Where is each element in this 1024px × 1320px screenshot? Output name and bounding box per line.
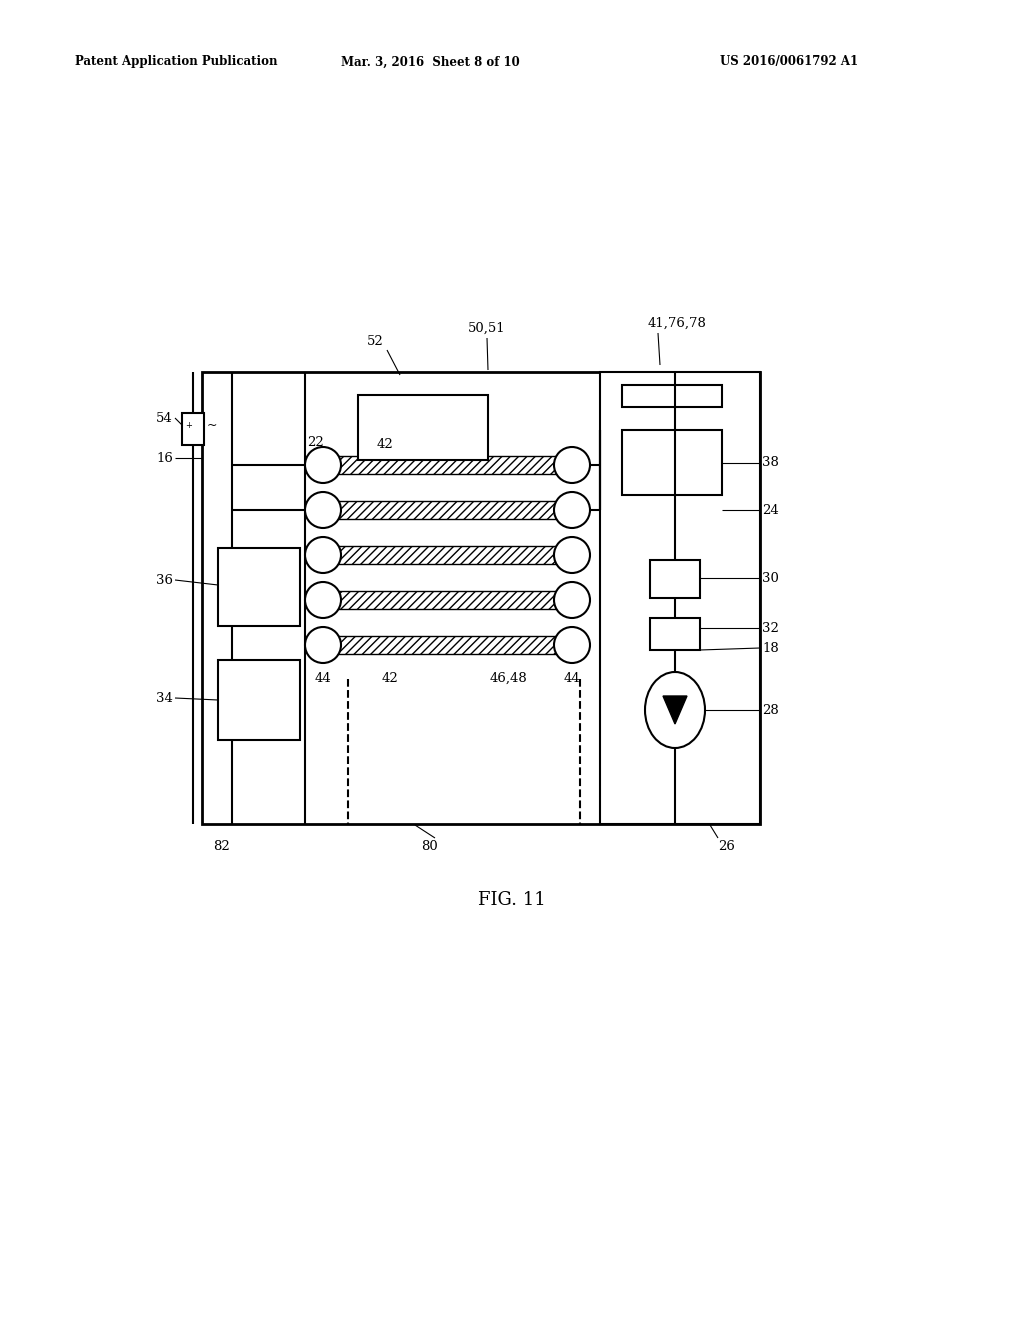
Ellipse shape	[645, 672, 705, 748]
Text: Patent Application Publication: Patent Application Publication	[75, 55, 278, 69]
Text: 80: 80	[422, 840, 438, 853]
Bar	[218, 548, 300, 626]
Circle shape	[554, 447, 590, 483]
Text: Mar. 3, 2016  Sheet 8 of 10: Mar. 3, 2016 Sheet 8 of 10	[341, 55, 519, 69]
Text: 52: 52	[367, 335, 383, 348]
Bar	[323, 502, 572, 519]
Text: FIG. 11: FIG. 11	[478, 891, 546, 909]
Text: 24: 24	[762, 503, 778, 516]
Text: 44: 44	[563, 672, 581, 685]
Text: 16: 16	[156, 451, 173, 465]
Bar	[358, 395, 488, 459]
Circle shape	[554, 582, 590, 618]
Text: 36: 36	[156, 573, 173, 586]
Bar	[323, 636, 572, 653]
Text: 42: 42	[382, 672, 398, 685]
Circle shape	[305, 582, 341, 618]
Bar	[600, 372, 760, 824]
Circle shape	[305, 492, 341, 528]
Circle shape	[305, 627, 341, 663]
Text: 46,48: 46,48	[489, 672, 527, 685]
Circle shape	[554, 627, 590, 663]
Bar	[650, 560, 700, 598]
Bar	[622, 385, 722, 407]
Bar	[323, 591, 572, 609]
Text: 38: 38	[762, 457, 779, 470]
Text: 50,51: 50,51	[468, 322, 506, 335]
Text: 18: 18	[762, 642, 778, 655]
Bar	[202, 372, 760, 824]
Text: 26: 26	[718, 840, 735, 853]
Text: 34: 34	[156, 692, 173, 705]
Bar	[323, 455, 572, 474]
Text: 82: 82	[214, 840, 230, 853]
Circle shape	[305, 537, 341, 573]
Polygon shape	[663, 696, 687, 723]
Text: 28: 28	[762, 704, 778, 717]
Bar	[650, 618, 700, 649]
Text: US 2016/0061792 A1: US 2016/0061792 A1	[720, 55, 858, 69]
Text: ~: ~	[207, 418, 217, 432]
Text: 41,76,78: 41,76,78	[648, 317, 707, 330]
Circle shape	[554, 537, 590, 573]
Bar	[182, 413, 204, 445]
Circle shape	[554, 492, 590, 528]
Circle shape	[305, 447, 341, 483]
Bar	[622, 430, 722, 495]
Text: 44: 44	[314, 672, 332, 685]
Text: 22: 22	[307, 436, 324, 449]
Bar	[218, 660, 300, 741]
Text: 30: 30	[762, 572, 779, 585]
Text: 54: 54	[157, 412, 173, 425]
Text: +: +	[185, 421, 193, 429]
Text: 32: 32	[762, 622, 779, 635]
Bar	[323, 546, 572, 564]
Text: 42: 42	[377, 438, 393, 451]
